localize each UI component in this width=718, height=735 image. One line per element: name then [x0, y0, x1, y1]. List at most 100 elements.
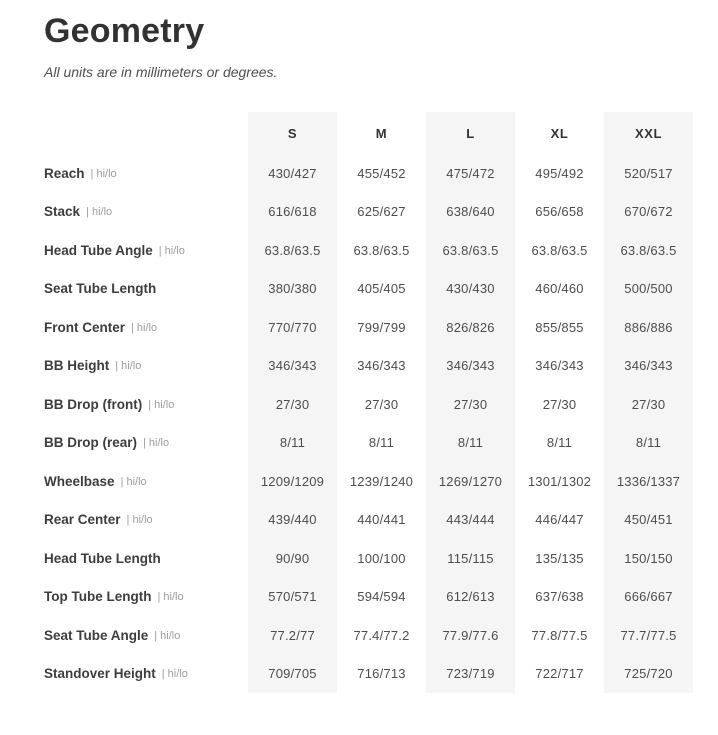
table-row: Reach | hi/lo 430/427 455/452 475/472 495/492… — [44, 154, 693, 193]
geometry-value-cell: 1269/1270 — [426, 462, 515, 501]
row-label: Head Tube Angle | hi/lo — [44, 231, 248, 270]
geometry-value-cell: 405/405 — [357, 281, 406, 297]
row-label-hilo-suffix: | hi/lo — [143, 437, 170, 450]
row-label-text: Head Tube Angle — [44, 242, 153, 258]
row-label: Seat Tube Length — [44, 270, 248, 309]
row-label-hilo-suffix: | hi/lo — [120, 475, 147, 488]
row-label-text: Head Tube Length — [44, 550, 161, 566]
geometry-value-cell: 346/343 — [604, 346, 693, 385]
row-label-text: Top Tube Length — [44, 589, 152, 605]
row-label-text: Stack — [44, 204, 81, 220]
geometry-value-cell: 77.9/77.6 — [426, 616, 515, 655]
row-label-hilo-suffix: | hi/lo — [126, 514, 153, 527]
geometry-value-cell: 8/11 — [546, 435, 573, 451]
geometry-value-cell: 77.4/77.2 — [353, 627, 410, 643]
geometry-value-cell: 63.8/63.5 — [604, 231, 693, 270]
geometry-value-cell: 446/447 — [535, 512, 584, 528]
geometry-value-cell: 27/30 — [248, 385, 337, 424]
geometry-value-cell: 455/452 — [357, 165, 406, 181]
table-row: BB Drop (rear) | hi/lo 8/11 8/11 8/11 8/11 8/1… — [44, 423, 693, 463]
geometry-value-cell: 666/667 — [604, 577, 693, 616]
column-header-s: S — [248, 112, 337, 154]
table-row: Seat Tube Angle | hi/lo 77.2/77 77.4/77.2 77… — [44, 616, 693, 655]
geometry-value-cell: 135/135 — [535, 550, 584, 566]
table-row: Front Center | hi/lo 770/770 799/799 826/826… — [44, 308, 693, 347]
table-row: Head Tube Angle | hi/lo 63.8/63.5 63.8/63.5… — [44, 231, 693, 270]
row-label: Top Tube Length | hi/lo — [44, 578, 248, 617]
row-label-text: Seat Tube Length — [44, 281, 157, 297]
row-label-hilo-suffix: | hi/lo — [158, 244, 185, 257]
geometry-value-cell: 637/638 — [535, 589, 584, 605]
geometry-value-cell: 616/618 — [248, 192, 337, 231]
row-label-hilo-suffix: | hi/lo — [161, 668, 188, 681]
geometry-value-cell: 520/517 — [604, 154, 693, 193]
row-label-text: BB Height — [44, 358, 110, 374]
geometry-value-cell: 380/380 — [248, 269, 337, 308]
geometry-value-cell: 77.2/77 — [248, 616, 337, 655]
table-row: Standover Height | hi/lo 709/705 716/713 723… — [44, 654, 693, 694]
table-row: Top Tube Length | hi/lo 570/571 594/594 612/… — [44, 577, 693, 617]
row-label-text: BB Drop (rear) — [44, 435, 138, 451]
geometry-value-cell: 8/11 — [426, 423, 515, 462]
row-label-hilo-suffix: | hi/lo — [157, 591, 184, 604]
row-label: Rear Center | hi/lo — [44, 501, 248, 540]
geometry-value-cell: 443/444 — [426, 500, 515, 539]
geometry-value-cell: 1239/1240 — [349, 473, 414, 489]
geometry-value-cell: 115/115 — [426, 539, 515, 578]
geometry-value-cell: 570/571 — [248, 577, 337, 616]
table-row: BB Drop (front) | hi/lo 27/30 27/30 27/30 27/… — [44, 385, 693, 424]
row-label-hilo-suffix: | hi/lo — [148, 398, 175, 411]
geometry-value-cell: 63.8/63.5 — [531, 242, 588, 258]
geometry-value-cell: 500/500 — [604, 269, 693, 308]
page-title: Geometry — [44, 12, 205, 50]
row-label: Front Center | hi/lo — [44, 308, 248, 347]
geometry-value-cell: 439/440 — [248, 500, 337, 539]
units-note: All units are in millimeters or degrees. — [44, 64, 278, 80]
geometry-value-cell: 638/640 — [426, 192, 515, 231]
row-label: Head Tube Length — [44, 539, 248, 578]
geometry-value-cell: 799/799 — [357, 319, 406, 335]
geometry-value-cell: 725/720 — [604, 654, 693, 693]
geometry-value-cell: 722/717 — [535, 666, 584, 682]
column-header-xxl: XXL — [604, 112, 693, 154]
geometry-value-cell: 450/451 — [604, 500, 693, 539]
geometry-value-cell: 346/343 — [426, 346, 515, 385]
row-label-hilo-suffix: | hi/lo — [86, 206, 113, 219]
row-label-hilo-suffix: | hi/lo — [115, 360, 142, 373]
row-label-hilo-suffix: | hi/lo — [90, 167, 117, 180]
geometry-value-cell: 8/11 — [368, 435, 395, 451]
row-label-text: Seat Tube Angle — [44, 627, 149, 643]
geometry-value-cell: 770/770 — [248, 308, 337, 347]
geometry-value-cell: 27/30 — [426, 385, 515, 424]
row-label: Reach | hi/lo — [44, 154, 248, 193]
geometry-value-cell: 495/492 — [535, 165, 584, 181]
row-label: BB Drop (front) | hi/lo — [44, 385, 248, 424]
table-header-row: S M L XL XXL — [44, 112, 693, 154]
geometry-value-cell: 27/30 — [604, 385, 693, 424]
row-label-text: Rear Center — [44, 512, 121, 528]
geometry-value-cell: 1336/1337 — [604, 462, 693, 501]
row-label-text: BB Drop (front) — [44, 396, 143, 412]
row-label: Standover Height | hi/lo — [44, 655, 248, 694]
geometry-value-cell: 440/441 — [357, 512, 406, 528]
geometry-value-cell: 8/11 — [248, 423, 337, 462]
row-label-text: Wheelbase — [44, 473, 115, 489]
geometry-value-cell: 430/430 — [426, 269, 515, 308]
row-label: BB Drop (rear) | hi/lo — [44, 424, 248, 463]
row-label: Seat Tube Angle | hi/lo — [44, 616, 248, 655]
table-row: Stack | hi/lo 616/618 625/627 638/640 656/658… — [44, 192, 693, 232]
row-label-text: Reach — [44, 165, 85, 181]
geometry-value-cell: 430/427 — [248, 154, 337, 193]
geometry-value-cell: 63.8/63.5 — [353, 242, 410, 258]
row-label-text: Front Center — [44, 319, 125, 335]
column-header-l: L — [426, 112, 515, 154]
geometry-value-cell: 594/594 — [357, 589, 406, 605]
row-label: Stack | hi/lo — [44, 193, 248, 232]
table-row: Rear Center | hi/lo 439/440 440/441 443/444 4… — [44, 500, 693, 540]
geometry-value-cell: 150/150 — [604, 539, 693, 578]
geometry-value-cell: 346/343 — [357, 358, 406, 374]
geometry-value-cell: 1209/1209 — [248, 462, 337, 501]
geometry-table: S M L XL XXL Reach | hi/lo 430/427 455/452 475/47… — [44, 112, 693, 693]
geometry-value-cell: 90/90 — [248, 539, 337, 578]
row-label-hilo-suffix: | hi/lo — [131, 321, 158, 334]
